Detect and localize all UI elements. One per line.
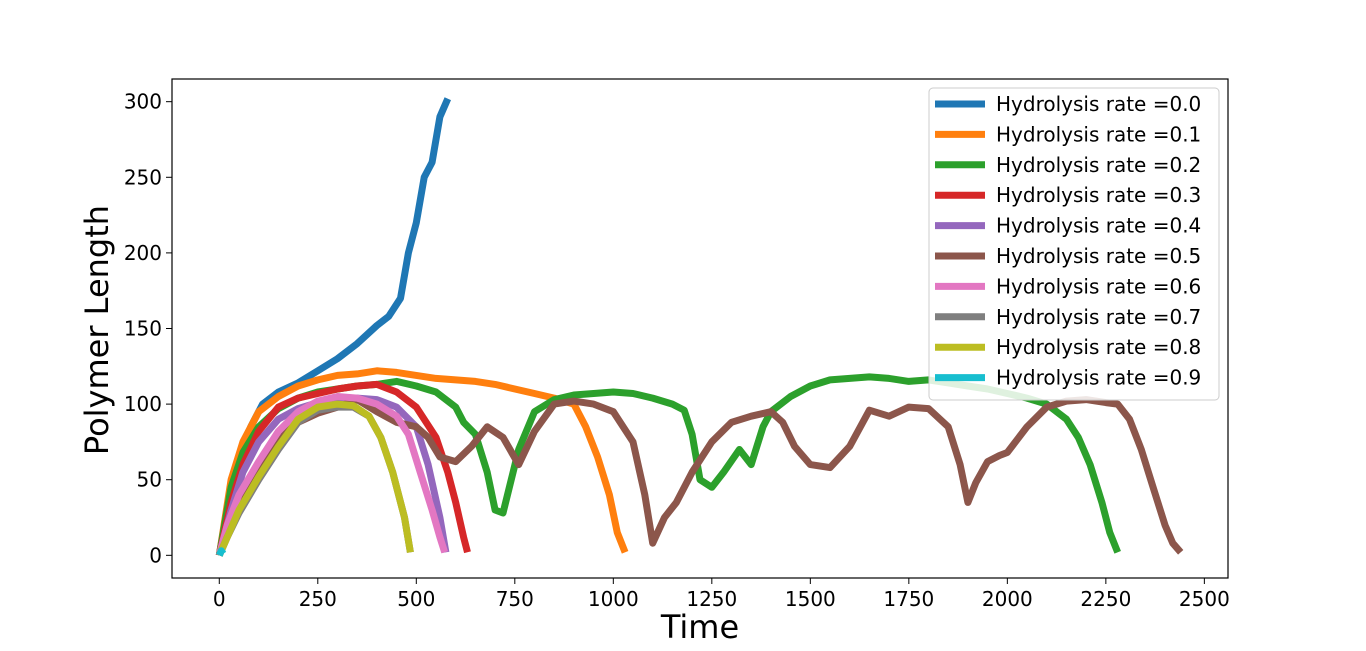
x-tick-label: 250 bbox=[299, 587, 337, 611]
y-axis-title: Polymer Length bbox=[78, 205, 116, 455]
x-tick-label: 2000 bbox=[982, 587, 1033, 611]
y-axis: 0 50 100 150 200 250 300 bbox=[124, 90, 172, 567]
series-layer bbox=[215, 97, 1184, 557]
y-tick-label: 250 bbox=[124, 165, 162, 189]
legend-label-4: Hydrolysis rate =0.4 bbox=[996, 214, 1201, 238]
legend-label-8: Hydrolysis rate =0.8 bbox=[996, 335, 1201, 359]
y-tick-label: 0 bbox=[149, 543, 162, 567]
legend-label-1: Hydrolysis rate =0.1 bbox=[996, 122, 1201, 146]
x-tick-label: 1250 bbox=[686, 587, 737, 611]
legend-box bbox=[928, 87, 1220, 401]
legend-label-3: Hydrolysis rate =0.3 bbox=[996, 183, 1201, 207]
y-tick-label: 100 bbox=[124, 392, 162, 416]
legend-label-6: Hydrolysis rate =0.6 bbox=[996, 274, 1201, 298]
legend-label-7: Hydrolysis rate =0.7 bbox=[996, 305, 1201, 329]
y-tick-label: 50 bbox=[137, 468, 162, 492]
x-tick-label: 1750 bbox=[883, 587, 934, 611]
series-line-8 bbox=[216, 400, 414, 557]
legend-label-0: Hydrolysis rate =0.0 bbox=[996, 92, 1201, 116]
x-axis-title: Time bbox=[660, 608, 739, 646]
y-tick-label: 150 bbox=[124, 317, 162, 341]
x-tick-label: 0 bbox=[213, 587, 226, 611]
series-line-6 bbox=[215, 393, 449, 557]
y-tick-label: 300 bbox=[124, 90, 162, 114]
x-tick-label: 750 bbox=[496, 587, 534, 611]
x-tick-label: 1500 bbox=[785, 587, 836, 611]
legend: Hydrolysis rate =0.0 Hydrolysis rate =0.1… bbox=[928, 87, 1220, 401]
series-line-3 bbox=[215, 380, 471, 557]
x-tick-label: 500 bbox=[397, 587, 435, 611]
x-tick-label: 2500 bbox=[1179, 587, 1230, 611]
y-tick-label: 200 bbox=[124, 241, 162, 265]
series-line-1 bbox=[215, 367, 629, 556]
legend-label-5: Hydrolysis rate =0.5 bbox=[996, 244, 1201, 268]
legend-label-9: Hydrolysis rate =0.9 bbox=[996, 366, 1201, 390]
series-line-9 bbox=[216, 547, 227, 557]
x-axis: 0 250 500 750 1000 1250 1500 1750 2000 2250 2500 bbox=[213, 578, 1230, 611]
x-tick-label: 1000 bbox=[588, 587, 639, 611]
legend-label-2: Hydrolysis rate =0.2 bbox=[996, 153, 1201, 177]
x-tick-label: 2250 bbox=[1080, 587, 1131, 611]
